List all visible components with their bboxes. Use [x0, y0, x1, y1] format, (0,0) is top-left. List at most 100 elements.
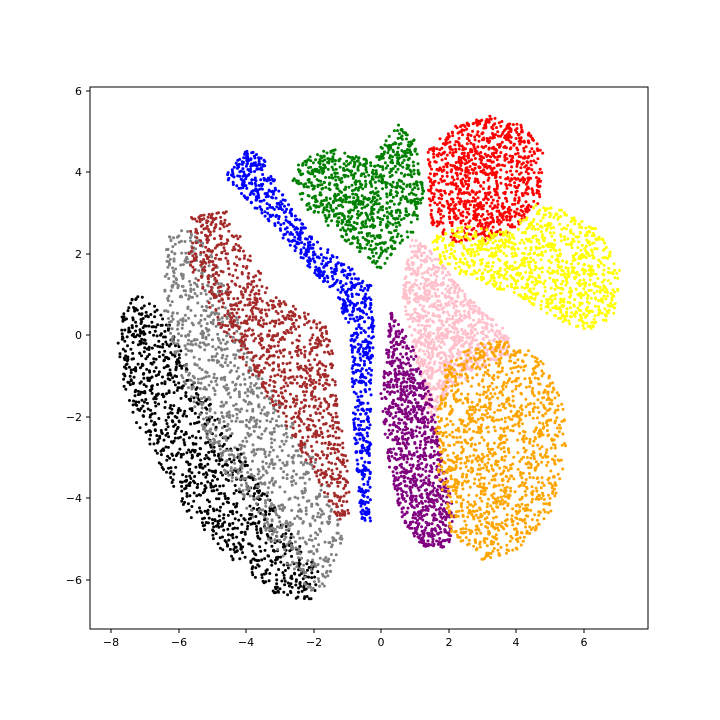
scatter-point — [229, 395, 232, 399]
scatter-point — [335, 505, 339, 509]
scatter-point — [207, 229, 211, 233]
scatter-point — [171, 336, 175, 340]
scatter-point — [208, 443, 212, 447]
scatter-point — [164, 433, 168, 437]
scatter-point — [327, 483, 331, 487]
scatter-point — [282, 368, 286, 372]
scatter-point — [202, 260, 206, 264]
scatter-point — [137, 400, 141, 404]
scatter-point — [138, 426, 142, 430]
scatter-point — [252, 486, 256, 490]
scatter-point — [391, 161, 395, 165]
scatter-point — [344, 223, 348, 227]
scatter-point — [366, 468, 370, 472]
scatter-point — [152, 423, 156, 427]
scatter-point — [207, 500, 211, 504]
scatter-point — [169, 411, 173, 415]
scatter-point — [224, 256, 228, 260]
scatter-point — [258, 425, 261, 429]
scatter-point — [338, 480, 342, 484]
scatter-point — [251, 359, 255, 363]
scatter-point — [290, 574, 293, 578]
scatter-point — [369, 310, 373, 314]
scatter-point — [371, 234, 375, 238]
scatter-point — [241, 420, 245, 424]
scatter-point — [207, 301, 211, 305]
scatter-point — [334, 553, 338, 557]
scatter-point — [225, 414, 229, 418]
scatter-point — [246, 394, 250, 398]
scatter-point — [149, 433, 152, 437]
scatter-point — [333, 213, 336, 217]
scatter-point — [330, 468, 334, 472]
scatter-point — [298, 407, 302, 411]
scatter-point — [364, 411, 368, 415]
scatter-point — [295, 565, 299, 569]
scatter-point — [196, 402, 200, 406]
scatter-point — [222, 513, 226, 517]
scatter-point — [280, 208, 284, 212]
scatter-point — [320, 183, 324, 187]
scatter-point — [211, 259, 215, 263]
scatter-point — [253, 206, 257, 210]
scatter-point — [316, 407, 320, 411]
scatter-point — [394, 153, 397, 157]
scatter-point — [166, 373, 170, 377]
scatter-point — [139, 318, 143, 321]
scatter-point — [144, 342, 148, 346]
scatter-point — [161, 317, 165, 321]
scatter-point — [291, 322, 295, 326]
scatter-point — [249, 283, 253, 286]
scatter-point — [126, 355, 130, 359]
scatter-point — [379, 266, 383, 270]
scatter-point — [195, 510, 199, 514]
scatter-point — [193, 376, 196, 380]
scatter-point — [337, 159, 341, 163]
scatter-point — [142, 376, 146, 380]
scatter-point — [370, 177, 374, 181]
scatter-point — [318, 515, 322, 519]
scatter-point — [250, 508, 254, 512]
scatter-point — [348, 272, 352, 276]
scatter-point — [215, 361, 219, 364]
scatter-point — [367, 231, 371, 235]
scatter-point — [415, 183, 419, 186]
scatter-point — [245, 360, 249, 364]
scatter-point — [172, 484, 176, 488]
scatter-point — [300, 241, 304, 244]
scatter-point — [398, 156, 402, 160]
scatter-point — [312, 203, 316, 207]
scatter-point — [217, 306, 221, 310]
scatter-point — [321, 572, 324, 576]
scatter-point — [307, 585, 310, 589]
scatter-point — [181, 384, 185, 388]
scatter-point — [173, 423, 177, 427]
scatter-point — [177, 356, 181, 360]
scatter-point — [118, 355, 122, 359]
scatter-point — [198, 341, 202, 345]
scatter-point — [333, 451, 337, 455]
scatter-point — [405, 163, 409, 167]
scatter-point — [143, 338, 147, 342]
scatter-point — [187, 333, 191, 337]
scatter-point — [207, 333, 211, 337]
scatter-point — [296, 362, 299, 366]
scatter-point — [225, 463, 229, 467]
scatter-point — [206, 283, 210, 287]
scatter-point — [272, 411, 275, 415]
scatter-point — [263, 214, 267, 218]
scatter-point — [208, 429, 212, 433]
scatter-point — [247, 542, 251, 546]
scatter-point — [137, 312, 141, 316]
scatter-point — [156, 344, 160, 348]
scatter-point — [243, 456, 246, 459]
scatter-point — [269, 536, 273, 540]
scatter-point — [346, 215, 350, 218]
scatter-point — [360, 194, 364, 198]
scatter-point — [282, 385, 286, 389]
scatter-point — [392, 202, 396, 206]
scatter-point — [271, 526, 275, 530]
scatter-point — [339, 495, 343, 499]
scatter-point — [319, 401, 323, 405]
scatter-point — [326, 429, 330, 433]
